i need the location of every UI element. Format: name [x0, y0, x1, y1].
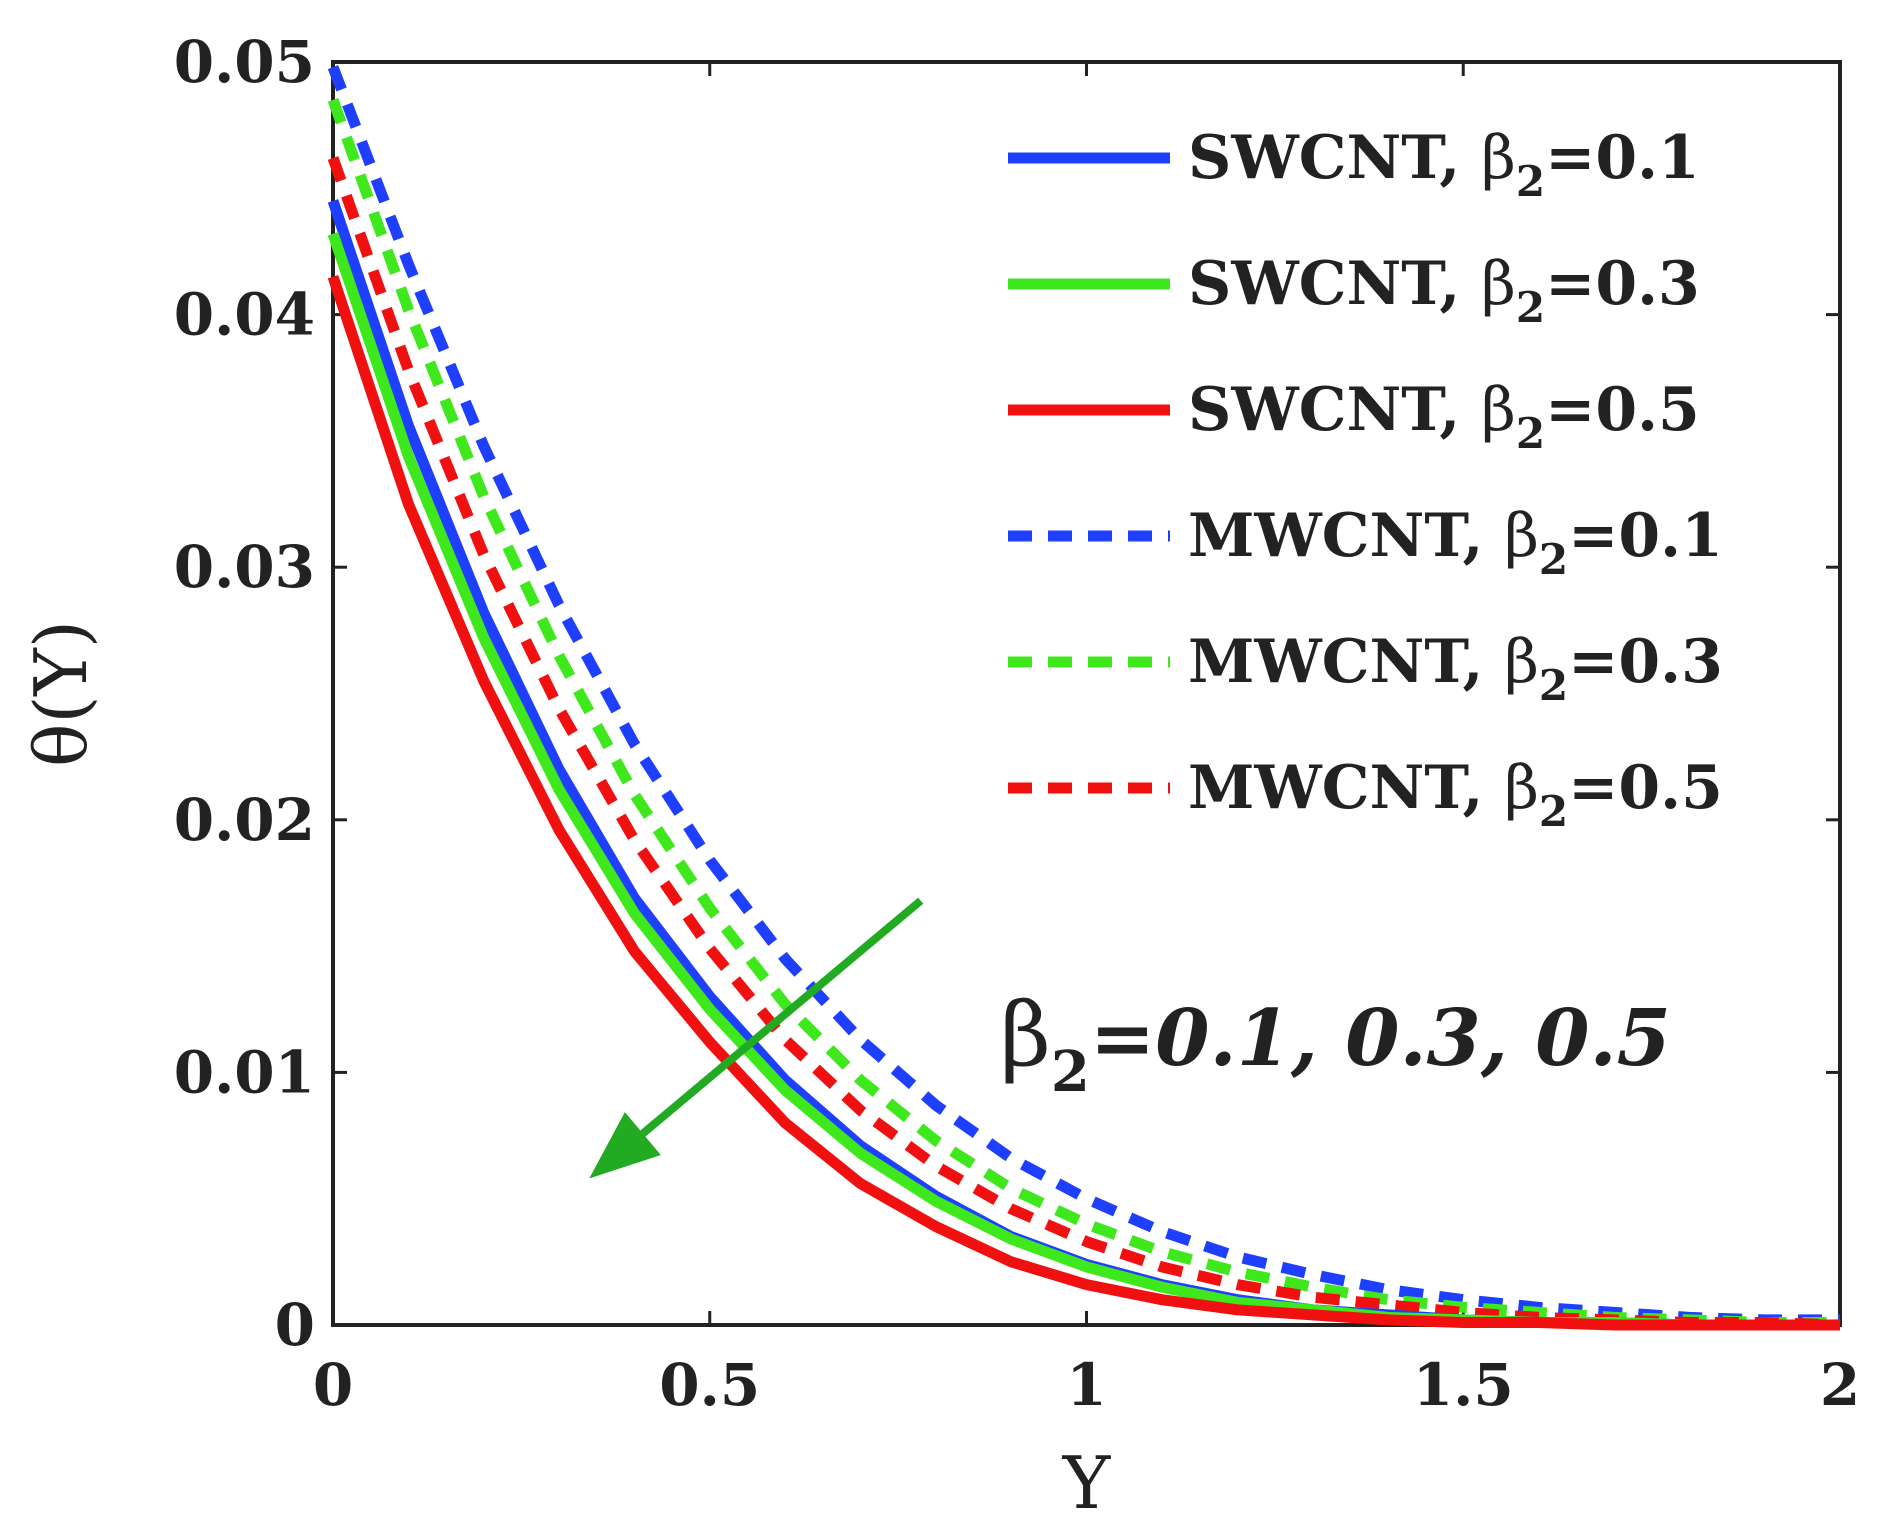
y-tick-label: 0.05 [174, 28, 315, 96]
x-tick-label: 1.5 [1413, 1351, 1514, 1419]
legend-entry-label: MWCNT, β2=0.3 [1188, 627, 1723, 710]
legend-entry-label: SWCNT, β2=0.1 [1188, 123, 1700, 206]
legend: SWCNT, β2=0.1 SWCNT, β2=0.3 SWCNT, β2=0.5 M… [1008, 123, 1723, 836]
annotation-arrow-shaft [640, 897, 924, 1137]
x-axis-label: Υ [1062, 1441, 1112, 1525]
y-tick-label: 0 [275, 1291, 315, 1359]
legend-entry-label: SWCNT, β2=0.3 [1188, 249, 1700, 332]
series-line-mwcnt-beta-0-5 [327, 156, 1841, 1331]
legend-entry-label: MWCNT, β2=0.1 [1188, 501, 1723, 584]
annotation-arrow-head [589, 1112, 661, 1179]
series-group [327, 65, 1841, 1331]
series-line-mwcnt-beta-0-3 [327, 98, 1840, 1328]
legend-entry-label: SWCNT, β2=0.5 [1188, 375, 1700, 458]
x-tick-label: 2 [1820, 1351, 1860, 1419]
annotation: β2=0.1, 0.3, 0.5 [589, 897, 1671, 1179]
annotation-label: β2=0.1, 0.3, 0.5 [1000, 983, 1671, 1105]
y-tick-label: 0.03 [174, 533, 315, 601]
y-tick-label: 0.04 [174, 281, 315, 349]
x-tick-label: 1 [1066, 1351, 1106, 1419]
tick-labels: 0 0.5 1 1.5 2 0 0.01 0.02 0.03 0.04 0.05 [174, 28, 1860, 1419]
x-tick-label: 0.5 [659, 1351, 760, 1419]
series-line-swcnt-beta-0-5 [327, 274, 1840, 1331]
y-axis-label: θ(Υ) [19, 620, 103, 767]
legend-entry-label: MWCNT, β2=0.5 [1188, 753, 1723, 836]
x-tick-label: 0 [313, 1351, 353, 1419]
y-tick-label: 0.01 [174, 1038, 315, 1106]
y-tick-label: 0.02 [174, 786, 315, 854]
